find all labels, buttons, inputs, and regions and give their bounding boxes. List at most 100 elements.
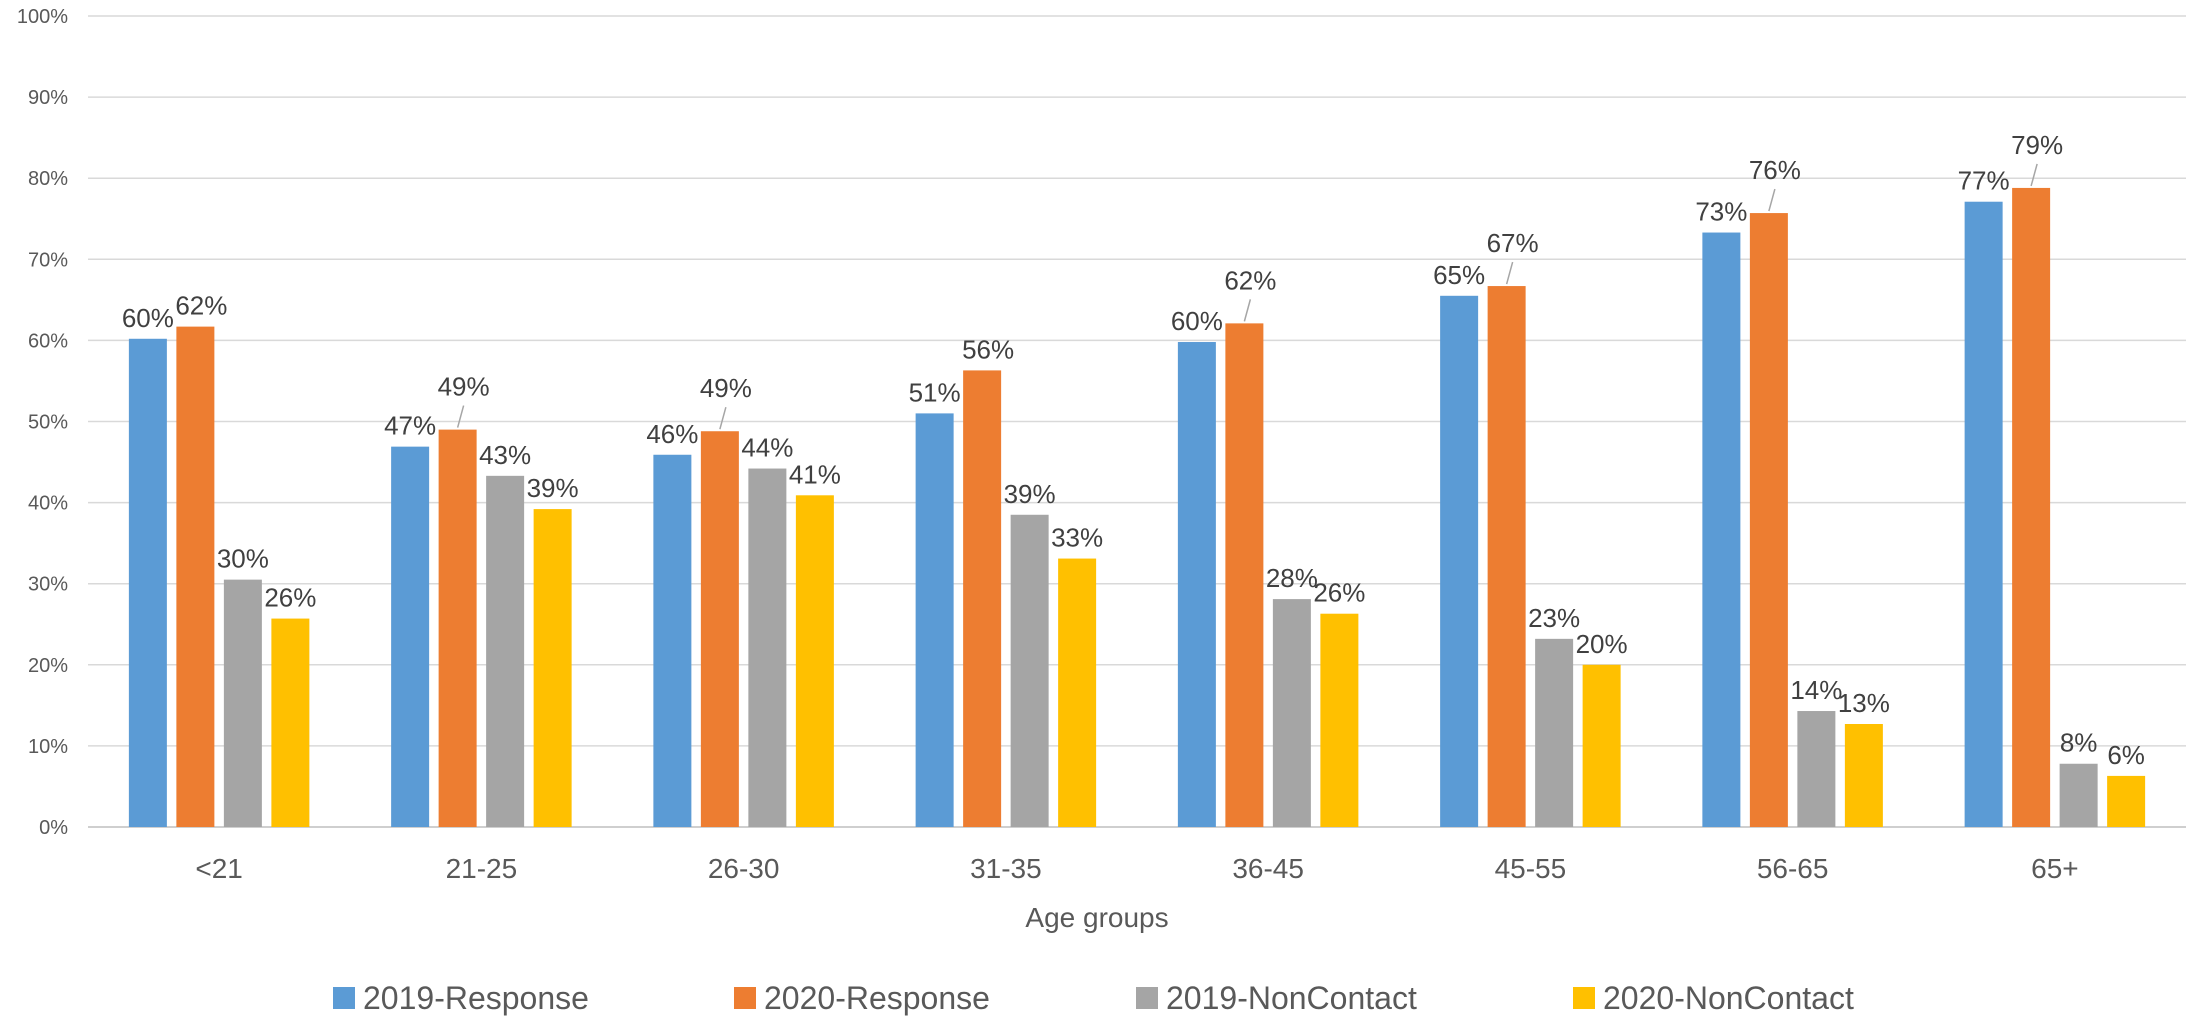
x-tick-label: 21-25 xyxy=(446,853,518,884)
legend-entry: 2019-Response xyxy=(363,980,589,1016)
bar xyxy=(1272,599,1311,827)
data-label: 26% xyxy=(264,583,316,613)
data-label: 60% xyxy=(1171,306,1223,336)
data-label: 26% xyxy=(1313,578,1365,608)
data-label: 39% xyxy=(1004,479,1056,509)
legend-entry: 2019-NonContact xyxy=(1166,980,1417,1016)
bar xyxy=(653,454,692,827)
bar xyxy=(176,326,215,827)
bar xyxy=(700,431,739,827)
x-tick-label: <21 xyxy=(195,853,243,884)
data-label: 44% xyxy=(741,433,793,463)
bar xyxy=(438,429,477,827)
y-tick-label: 70% xyxy=(28,249,68,271)
bar xyxy=(1320,613,1359,827)
y-tick-label: 0% xyxy=(39,817,68,839)
y-tick-label: 50% xyxy=(28,412,68,434)
data-label: 14% xyxy=(1790,675,1842,705)
x-tick-label: 56-65 xyxy=(1757,853,1829,884)
y-axis-ticks: 0% 10% 20% 30% 40% 50% 60% 70% 80% 90% 100% xyxy=(17,6,68,839)
x-tick-label: 36-45 xyxy=(1232,853,1304,884)
bar xyxy=(223,579,262,827)
bar xyxy=(1535,638,1574,827)
data-label: 49% xyxy=(700,373,752,403)
x-axis-ticks: <21 21-25 26-30 31-35 36-45 45-55 56-65 65+ xyxy=(195,853,2078,884)
bar xyxy=(1964,201,2003,827)
data-label: 79% xyxy=(2011,130,2063,160)
data-label: 47% xyxy=(384,411,436,441)
bar xyxy=(795,495,834,827)
leader-line xyxy=(1505,261,1514,285)
data-labels: 60% 62%30%26%47%49%43%39%46%49%44%41%51%5… xyxy=(122,130,2145,770)
bar xyxy=(1010,514,1049,827)
data-label: 46% xyxy=(646,419,698,449)
bar xyxy=(486,475,525,827)
data-label: 60% xyxy=(122,303,174,333)
data-label: 30% xyxy=(217,544,269,574)
x-tick-label: 65+ xyxy=(2031,853,2079,884)
bar xyxy=(2107,775,2146,827)
y-tick-label: 20% xyxy=(28,655,68,677)
bar xyxy=(391,446,430,827)
y-tick-label: 80% xyxy=(28,168,68,190)
data-label: 77% xyxy=(1958,166,2010,196)
bar xyxy=(1582,664,1621,827)
data-label: 62% xyxy=(1224,265,1276,295)
legend-entry: 2020-NonContact xyxy=(1603,980,1854,1016)
legend-swatch xyxy=(1136,987,1158,1009)
leader-line xyxy=(1243,299,1252,322)
bar xyxy=(1487,286,1526,827)
data-label: 67% xyxy=(1487,228,1539,258)
bar xyxy=(1177,342,1216,827)
bar xyxy=(1440,295,1479,827)
gridlines xyxy=(88,15,2186,828)
leader-line xyxy=(2030,163,2038,187)
bars xyxy=(128,187,2146,828)
y-tick-label: 30% xyxy=(28,574,68,596)
data-label: 8% xyxy=(2060,728,2098,758)
leader-line xyxy=(456,405,465,428)
data-label: 23% xyxy=(1528,603,1580,633)
bar xyxy=(271,618,310,827)
leader-line xyxy=(1768,188,1776,212)
bar xyxy=(1058,558,1097,827)
y-tick-label: 10% xyxy=(28,736,68,758)
bar xyxy=(533,509,572,827)
data-label: 56% xyxy=(962,334,1014,364)
legend: 2019-Response 2020-Response 2019-NonContac… xyxy=(333,980,1854,1016)
data-label: 65% xyxy=(1433,260,1485,290)
bar xyxy=(128,338,167,827)
bar xyxy=(1844,724,1883,827)
x-tick-label: 31-35 xyxy=(970,853,1042,884)
x-tick-label: 26-30 xyxy=(708,853,780,884)
data-label: 43% xyxy=(479,440,531,470)
data-label: 6% xyxy=(2107,740,2145,770)
legend-swatch xyxy=(333,987,355,1009)
bar xyxy=(2012,187,2051,827)
bar xyxy=(915,413,954,827)
data-label: 20% xyxy=(1576,629,1628,659)
y-tick-label: 90% xyxy=(28,87,68,109)
bar xyxy=(748,468,787,827)
data-label: 51% xyxy=(909,377,961,407)
x-axis-title: Age groups xyxy=(1025,902,1168,933)
bar xyxy=(1749,213,1788,827)
legend-swatch xyxy=(1573,987,1595,1009)
data-label: 73% xyxy=(1695,197,1747,227)
data-label: 33% xyxy=(1051,523,1103,553)
y-tick-label: 40% xyxy=(28,493,68,515)
y-tick-label: 100% xyxy=(17,6,68,28)
data-label: 62% xyxy=(175,291,227,321)
bar xyxy=(2059,763,2098,827)
x-tick-label: 45-55 xyxy=(1495,853,1567,884)
data-label: 76% xyxy=(1749,155,1801,185)
data-label: 39% xyxy=(527,473,579,503)
bar xyxy=(963,370,1002,827)
legend-entry: 2020-Response xyxy=(764,980,990,1016)
data-label: 41% xyxy=(789,459,841,489)
data-label: 28% xyxy=(1266,563,1318,593)
bar xyxy=(1797,711,1836,827)
bar xyxy=(1225,323,1264,827)
